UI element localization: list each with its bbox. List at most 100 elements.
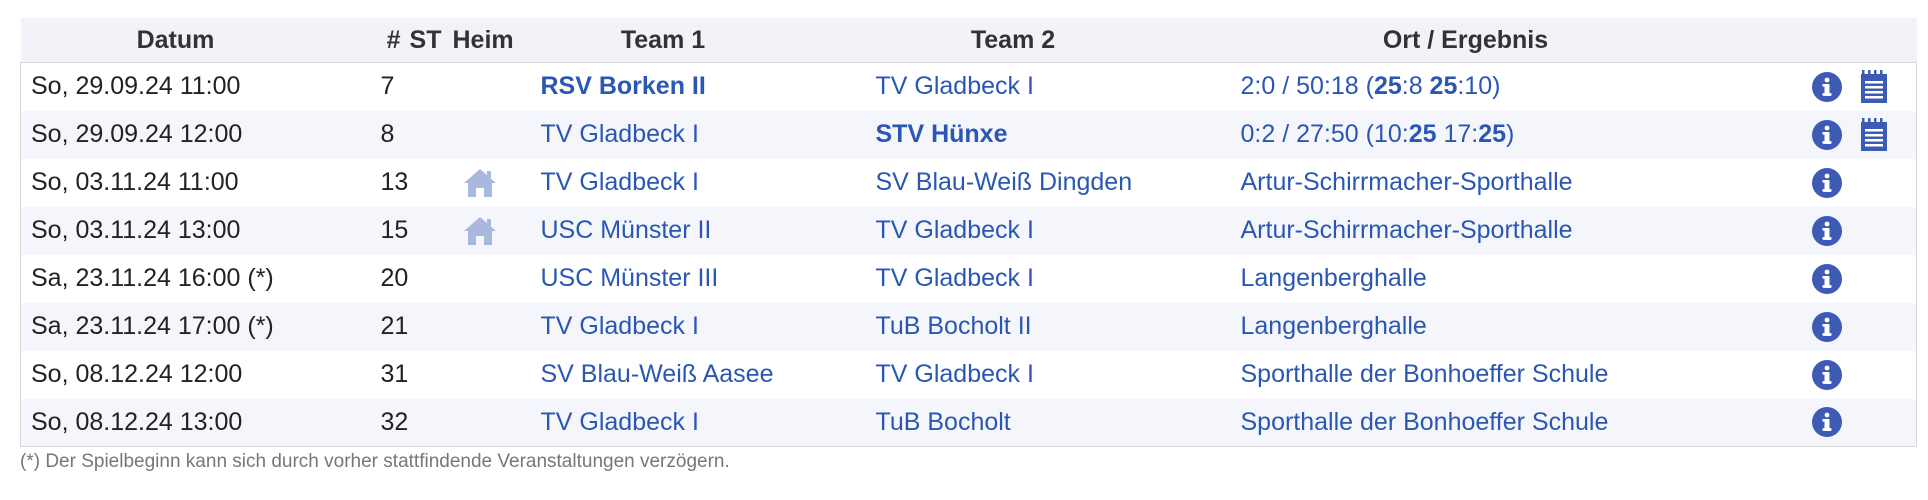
home-icon	[463, 216, 496, 245]
team1-cell: SV Blau-Weiß Aasee	[531, 351, 866, 399]
location-result-link[interactable]: 2:0 / 50:18 (25:8 25:10)	[1240, 72, 1501, 101]
set2-winning-score: 25	[1429, 72, 1458, 101]
table-header-row: Datum # ST Heim Team 1 Team 2 Ort / Erge…	[20, 18, 1917, 63]
team2-link[interactable]: TuB Bocholt	[875, 407, 1011, 436]
set1-winning-score: 25	[1408, 120, 1437, 148]
info-icon[interactable]	[1811, 359, 1843, 391]
home-cell	[451, 111, 531, 159]
location-result-link[interactable]: Sporthalle der Bonhoeffer Schule	[1240, 360, 1609, 388]
report-icon[interactable]	[1859, 69, 1889, 104]
footnote: (*) Der Spielbeginn kann sich durch vorh…	[20, 451, 730, 472]
info-icon[interactable]	[1811, 215, 1843, 247]
team2-cell: TuB Bocholt II	[866, 303, 1231, 351]
team1-link[interactable]: USC Münster III	[540, 264, 719, 292]
table-row: So, 08.12.24 12:00 31 SV Blau-Weiß Aasee…	[20, 350, 1917, 399]
table-row: So, 03.11.24 13:00 15 USC Münster II TV …	[20, 206, 1917, 255]
column-header-heim: Heim	[450, 18, 531, 63]
location-result-link[interactable]: 0:2 / 27:50 (10:25 17:25)	[1240, 120, 1515, 148]
home-cell	[451, 255, 531, 303]
home-icon	[463, 168, 496, 197]
match-date: So, 08.12.24 13:00	[31, 407, 243, 436]
team1-cell: RSV Borken II	[531, 63, 866, 111]
table-body: So, 29.09.24 11:00 7 RSV Borken II TV Gl…	[20, 62, 1917, 447]
team1-link[interactable]: TV Gladbeck I	[540, 120, 699, 148]
team2-cell: TV Gladbeck I	[866, 207, 1231, 255]
team1-link[interactable]: TV Gladbeck I	[540, 168, 699, 196]
info-icon[interactable]	[1811, 167, 1843, 199]
info-icon[interactable]	[1811, 71, 1843, 103]
team1-link[interactable]: USC Münster II	[540, 216, 712, 244]
team2-link[interactable]: TV Gladbeck I	[875, 216, 1034, 244]
location-result-link[interactable]: Artur-Schirrmacher-Sporthalle	[1240, 168, 1573, 196]
location-result-cell: 0:2 / 27:50 (10:25 17:25)	[1231, 111, 1761, 159]
team2-cell: STV Hünxe	[866, 111, 1231, 159]
team1-link[interactable]: TV Gladbeck I	[540, 407, 699, 436]
match-date: So, 03.11.24 13:00	[31, 216, 241, 244]
match-date: So, 29.09.24 12:00	[31, 120, 243, 148]
location-result-link[interactable]: Langenberghalle	[1240, 312, 1427, 340]
match-st	[401, 63, 451, 111]
home-cell	[451, 63, 531, 111]
info-icon[interactable]	[1811, 311, 1843, 343]
location-result-cell: Sporthalle der Bonhoeffer Schule	[1231, 351, 1761, 399]
location-result-cell: Sporthalle der Bonhoeffer Schule	[1231, 399, 1761, 447]
column-header-team2: Team 2	[865, 18, 1231, 63]
location-result-link[interactable]: Langenberghalle	[1240, 264, 1427, 292]
actions-cell	[1761, 399, 1917, 447]
home-cell	[451, 159, 531, 207]
match-date: So, 29.09.24 11:00	[31, 72, 241, 101]
table-row: So, 03.11.24 11:00 13 TV Gladbeck I SV B…	[20, 158, 1917, 207]
team1-link[interactable]: RSV Borken II	[540, 72, 706, 101]
match-number: 32	[380, 407, 409, 436]
team2-link[interactable]: TuB Bocholt II	[875, 312, 1032, 340]
actions-cell	[1761, 207, 1917, 255]
match-number: 31	[380, 360, 409, 388]
match-date: So, 03.11.24 11:00	[31, 168, 239, 196]
location-result-link[interactable]: Sporthalle der Bonhoeffer Schule	[1240, 407, 1609, 436]
row-actions	[1771, 263, 1917, 295]
column-header-team1: Team 1	[530, 18, 866, 63]
actions-cell	[1761, 351, 1917, 399]
column-header-nr: #	[370, 18, 401, 63]
team2-cell: TV Gladbeck I	[866, 63, 1231, 111]
team1-link[interactable]: TV Gladbeck I	[540, 312, 699, 340]
team1-cell: TV Gladbeck I	[531, 303, 866, 351]
home-cell	[451, 351, 531, 399]
team1-cell: TV Gladbeck I	[531, 399, 866, 447]
table-row: Sa, 23.11.24 17:00 (*) 21 TV Gladbeck I …	[20, 302, 1917, 351]
info-icon[interactable]	[1811, 263, 1843, 295]
actions-cell	[1761, 111, 1917, 159]
info-icon[interactable]	[1811, 406, 1843, 438]
team2-link[interactable]: STV Hünxe	[875, 120, 1008, 148]
match-date: Sa, 23.11.24 17:00 (*)	[31, 312, 274, 340]
location-result-cell: Langenberghalle	[1231, 255, 1761, 303]
location-result-cell: 2:0 / 50:18 (25:8 25:10)	[1231, 63, 1761, 111]
table-row: Sa, 23.11.24 16:00 (*) 20 USC Münster II…	[20, 254, 1917, 303]
column-header-actions	[1760, 18, 1917, 63]
match-number: 20	[380, 264, 409, 292]
column-header-datum: Datum	[20, 18, 371, 63]
table-row: So, 29.09.24 12:00 8 TV Gladbeck I STV H…	[20, 110, 1917, 159]
location-result-link[interactable]: Artur-Schirrmacher-Sporthalle	[1240, 216, 1573, 244]
home-cell	[451, 303, 531, 351]
team2-cell: SV Blau-Weiß Dingden	[866, 159, 1231, 207]
team1-cell: USC Münster III	[531, 255, 866, 303]
schedule-table: Datum # ST Heim Team 1 Team 2 Ort / Erge…	[20, 18, 1917, 447]
schedule-table-wrapper: Datum # ST Heim Team 1 Team 2 Ort / Erge…	[20, 18, 1917, 447]
info-icon[interactable]	[1811, 119, 1843, 151]
home-cell	[451, 207, 531, 255]
table-row: So, 29.09.24 11:00 7 RSV Borken II TV Gl…	[20, 62, 1917, 111]
team2-link[interactable]: TV Gladbeck I	[875, 360, 1034, 388]
location-result-cell: Artur-Schirrmacher-Sporthalle	[1231, 159, 1761, 207]
report-icon[interactable]	[1859, 117, 1889, 152]
team1-link[interactable]: SV Blau-Weiß Aasee	[540, 360, 774, 388]
actions-cell	[1761, 303, 1917, 351]
team2-link[interactable]: TV Gladbeck I	[875, 264, 1034, 292]
team2-link[interactable]: TV Gladbeck I	[875, 72, 1034, 101]
team2-link[interactable]: SV Blau-Weiß Dingden	[875, 168, 1133, 196]
row-actions	[1771, 359, 1917, 391]
team1-cell: TV Gladbeck I	[531, 159, 866, 207]
column-header-st: ST	[400, 18, 451, 63]
actions-cell	[1761, 255, 1917, 303]
row-actions	[1771, 406, 1917, 438]
